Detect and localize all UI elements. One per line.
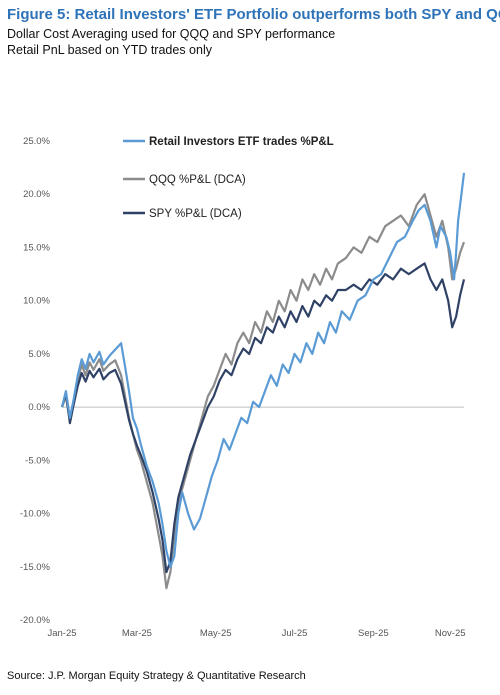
legend-label: Retail Investors ETF trades %P&L — [149, 136, 334, 148]
y-tick-label: 5.0% — [28, 349, 50, 360]
x-tick-label: Mar-25 — [122, 628, 152, 639]
y-tick-label: -20.0% — [20, 615, 51, 626]
x-tick-label: Sep-25 — [358, 628, 389, 639]
y-tick-label: -5.0% — [25, 455, 50, 466]
chart-title: Figure 5: Retail Investors' ETF Portfoli… — [7, 6, 500, 23]
y-tick-label: -10.0% — [20, 509, 51, 520]
x-tick-label: Jul-25 — [282, 628, 308, 639]
y-tick-label: 15.0% — [23, 242, 50, 253]
x-tick-label: Nov-25 — [435, 628, 466, 639]
y-tick-label: 10.0% — [23, 296, 50, 307]
x-tick-label: Jan-25 — [47, 628, 76, 639]
chart-subtitle: Dollar Cost Averaging used for QQQ and S… — [7, 27, 336, 41]
legend-label: QQQ %P&L (DCA) — [149, 174, 246, 186]
series-line-0 — [60, 172, 466, 568]
chart-subtitle-2: Retail PnL based on YTD trades only — [7, 43, 212, 57]
line-chart: 25.0% 20.0% 15.0% 10.0% 5.0% 0.0% -5.0% -10.0% -… — [20, 136, 466, 639]
y-tick-label: 20.0% — [23, 189, 50, 200]
legend-label: SPY %P&L (DCA) — [149, 208, 242, 220]
series-line-1 — [60, 193, 466, 590]
source-note: Source: J.P. Morgan Equity Strategy & Qu… — [7, 670, 306, 682]
y-tick-label: 25.0% — [23, 136, 50, 147]
y-tick-label: -15.0% — [20, 562, 51, 573]
y-tick-label: 0.0% — [28, 402, 50, 413]
x-tick-label: May-25 — [200, 628, 232, 639]
series-line-2 — [60, 262, 466, 574]
